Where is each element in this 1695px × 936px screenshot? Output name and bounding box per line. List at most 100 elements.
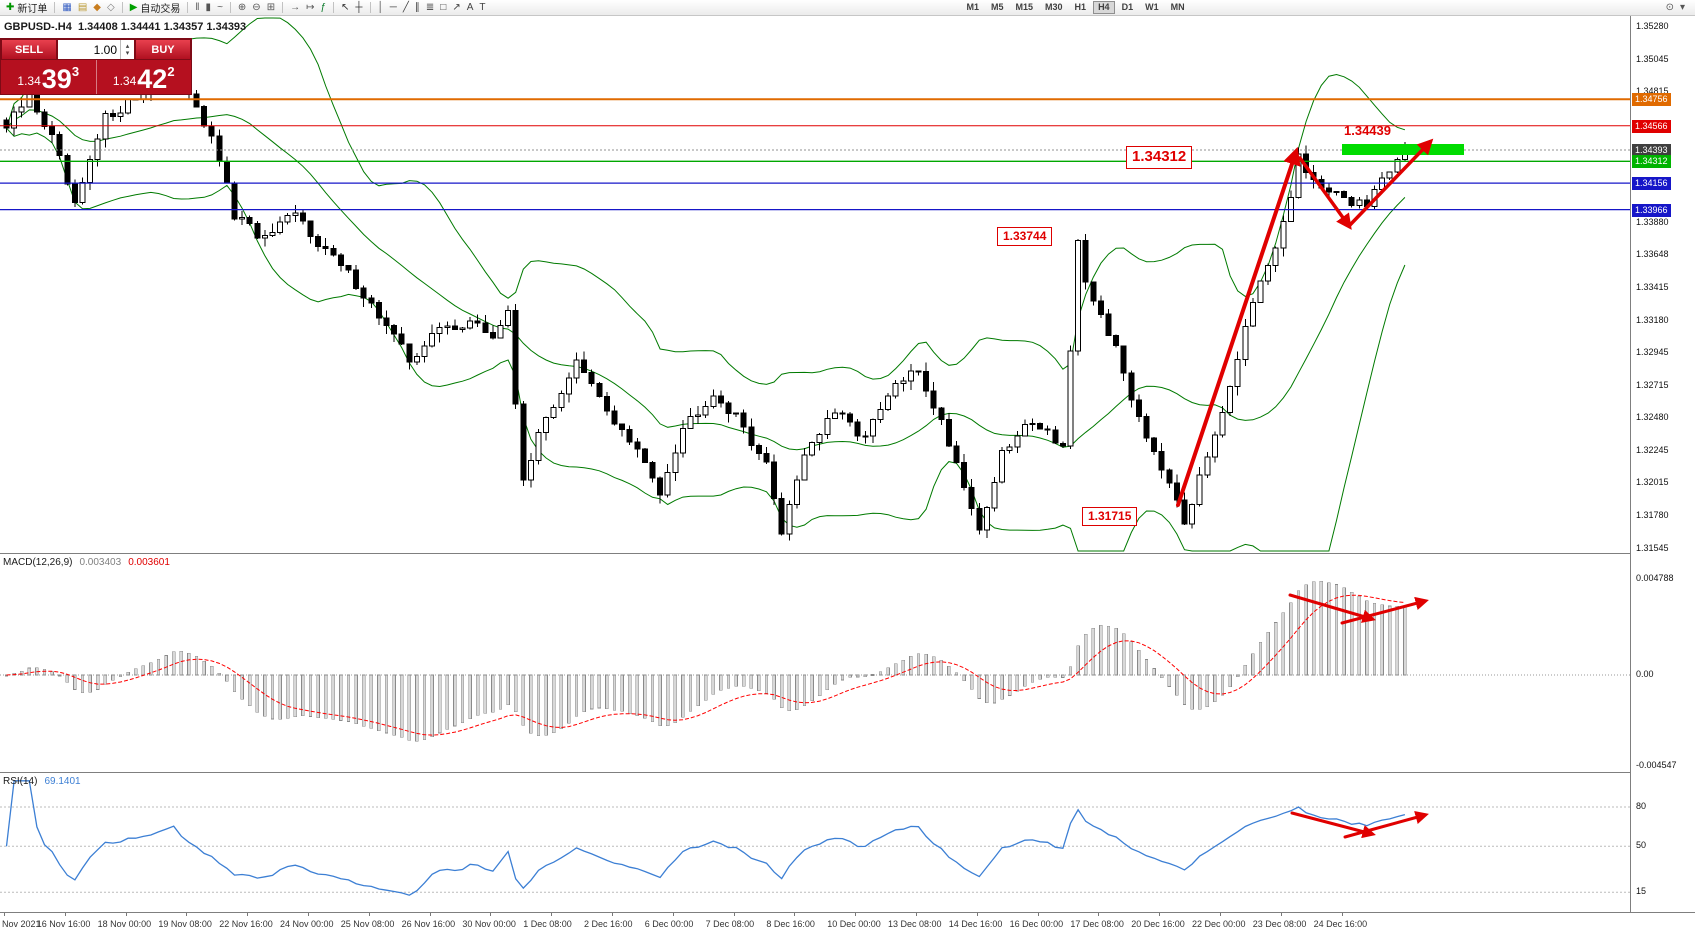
- toolbar-left-groups: ✚ 新订单 ▦ ▤ ◆ ◇ ▶ 自动交易 ‖ ▮ ~ ⊕ ⊖ ⊞ → ↦ ƒ ↖ ┼ │ ─ ╱ ∥ ≣ □ ↗ A T: [3, 0, 489, 16]
- cursor-icon[interactable]: ↖: [338, 1, 352, 15]
- volume-spinner[interactable]: ▴ ▾: [120, 40, 134, 59]
- auto-trading-button[interactable]: ▶ 自动交易: [127, 1, 184, 15]
- chart-shift-icon[interactable]: ↦: [303, 1, 317, 15]
- market-watch-icon[interactable]: ▦: [59, 1, 74, 15]
- navigator-icon[interactable]: ◆: [90, 1, 104, 15]
- time-tick: [672, 913, 674, 916]
- macd-arrow-2: [1340, 596, 1429, 625]
- fibonacci-icon[interactable]: ≣: [423, 1, 437, 15]
- tile-windows-icon[interactable]: ⊞: [264, 1, 278, 15]
- timeframe-mn[interactable]: MN: [1170, 2, 1185, 12]
- time-tick: [612, 913, 613, 916]
- shapes-icon[interactable]: □: [437, 1, 449, 15]
- timeframe-m30[interactable]: M30: [1045, 2, 1063, 12]
- zoom-in-icon[interactable]: ⊕: [235, 1, 249, 15]
- plus-icon: ✚: [6, 1, 15, 13]
- price-chart-canvas: [0, 17, 1630, 552]
- time-tick: [490, 913, 492, 916]
- time-tick: [64, 913, 66, 916]
- price-annotation-1.34312[interactable]: 1.34312: [1126, 146, 1193, 169]
- timeframe-m15[interactable]: M15: [1015, 2, 1034, 12]
- toolbar-separator: [333, 2, 335, 13]
- chart-list-icon[interactable]: ▾: [1677, 1, 1688, 15]
- new-order-button-label: 新订单: [17, 4, 48, 15]
- time-label: 25 Nov 08:00: [340, 919, 395, 929]
- candlestick-chart-icon[interactable]: ▮: [203, 1, 215, 15]
- line-chart-icon[interactable]: ~: [214, 1, 226, 15]
- time-tick: [186, 913, 188, 916]
- rsi-scale-15: 15: [1636, 886, 1647, 897]
- data-window-icon: ▤: [77, 1, 88, 13]
- indicators-icon[interactable]: ƒ: [317, 1, 329, 15]
- label-icon: T: [479, 1, 486, 13]
- market-watch-icon: ▦: [62, 1, 72, 13]
- crosshair-icon[interactable]: ┼: [352, 1, 365, 15]
- timeframe-h4[interactable]: H4: [1093, 1, 1115, 14]
- timeframe-h1[interactable]: H1: [1074, 2, 1087, 12]
- rsi-panel[interactable]: RSI(14) 69.1401: [0, 772, 1695, 912]
- timeframe-w1[interactable]: W1: [1145, 2, 1159, 12]
- toolbar-separator: [187, 2, 189, 13]
- price-tick-1.32715: 1.32715: [1636, 379, 1669, 390]
- time-tick: [125, 913, 127, 916]
- new-order-button[interactable]: ✚ 新订单: [3, 1, 50, 15]
- one-click-trading-widget: SELL 1.00 ▴ ▾ BUY 1.34 39 3 1.34 42 2: [0, 38, 192, 95]
- play-icon: ▶: [129, 1, 138, 13]
- crosshair-icon: ┼: [355, 1, 363, 13]
- price-badge-1.34756: 1.34756: [1632, 93, 1671, 107]
- price-annotation-1.34439[interactable]: 1.34439: [1344, 123, 1391, 138]
- equidistant-channel-icon[interactable]: ∥: [412, 1, 423, 15]
- timeframe-m1[interactable]: M1: [966, 2, 979, 12]
- bar-chart-icon[interactable]: ‖: [192, 1, 202, 15]
- price-tick-1.32945: 1.32945: [1636, 347, 1669, 358]
- bar-chart-icon: ‖: [195, 1, 200, 13]
- strategy-tester-icon[interactable]: ◇: [104, 1, 118, 15]
- highlight-rectangle: [1342, 144, 1464, 155]
- label-icon[interactable]: T: [476, 1, 488, 15]
- text-icon[interactable]: A: [464, 1, 477, 15]
- rsi-name: RSI(14): [3, 776, 38, 787]
- volume-input[interactable]: 1.00 ▴ ▾: [57, 39, 135, 60]
- time-label: 1 Dec 08:00: [523, 919, 572, 929]
- chart-list-icon: ▾: [1679, 1, 1685, 13]
- macd-signal-line: [6, 594, 1405, 736]
- toolbar-separator: [54, 2, 56, 13]
- macd-panel[interactable]: MACD(12,26,9) 0.003403 0.003601: [0, 553, 1695, 772]
- price-tick-1.33415: 1.33415: [1636, 281, 1669, 292]
- timeframe-m5[interactable]: M5: [991, 2, 1004, 12]
- rsi-scale-50: 50: [1636, 840, 1647, 851]
- spinner-down-icon[interactable]: ▾: [125, 49, 130, 57]
- timeframe-d1[interactable]: D1: [1121, 2, 1134, 12]
- price-annotation-1.31715[interactable]: 1.31715: [1082, 507, 1138, 526]
- chart-shift-icon: ↦: [306, 1, 315, 13]
- rsi-canvas: [0, 780, 1630, 896]
- rsi-title: RSI(14) 69.1401: [3, 776, 81, 787]
- sell-button[interactable]: SELL: [1, 39, 57, 60]
- bid-price-pip: 3: [71, 64, 80, 79]
- vertical-line-icon[interactable]: │: [375, 1, 387, 15]
- zoom-out-icon[interactable]: ⊖: [249, 1, 263, 15]
- bollinger-lower-band: [6, 127, 1406, 552]
- ask-price-big: 42: [137, 64, 168, 94]
- time-axis[interactable]: Nov 2021 16 Nov 16:00 18 Nov 00:00 19 Nov 0…: [0, 912, 1695, 936]
- time-tick: [247, 913, 249, 916]
- price-scale[interactable]: 1.35280 1.35045 1.34815 1.33880 1.33648 1.334…: [1630, 16, 1695, 912]
- buy-button[interactable]: BUY: [135, 39, 191, 60]
- ask-price-small: 1.34: [112, 74, 137, 88]
- trendline-icon[interactable]: ╱: [400, 1, 412, 15]
- auto-scroll-icon[interactable]: →: [287, 1, 303, 15]
- navigator-icon: ◆: [93, 1, 101, 13]
- bid-price-small: 1.34: [17, 74, 41, 88]
- search-icon[interactable]: ⊙: [1663, 1, 1677, 15]
- arrows-icon[interactable]: ↗: [449, 1, 463, 15]
- tile-windows-icon: ⊞: [266, 1, 276, 13]
- time-label: 22 Nov 16:00: [219, 919, 273, 929]
- time-tick: [1098, 913, 1100, 916]
- main-chart-panel[interactable]: GBPUSD-.H4 1.34408 1.34441 1.34357 1.343…: [0, 16, 1695, 553]
- time-label: 17 Dec 08:00: [1070, 919, 1124, 929]
- price-annotation-1.33744[interactable]: 1.33744: [997, 227, 1053, 246]
- auto-trading-button-label: 自动交易: [140, 4, 181, 15]
- data-window-icon[interactable]: ▤: [75, 1, 90, 15]
- horizontal-line-icon[interactable]: ─: [387, 1, 400, 15]
- spinner-up-icon[interactable]: ▴: [125, 42, 130, 50]
